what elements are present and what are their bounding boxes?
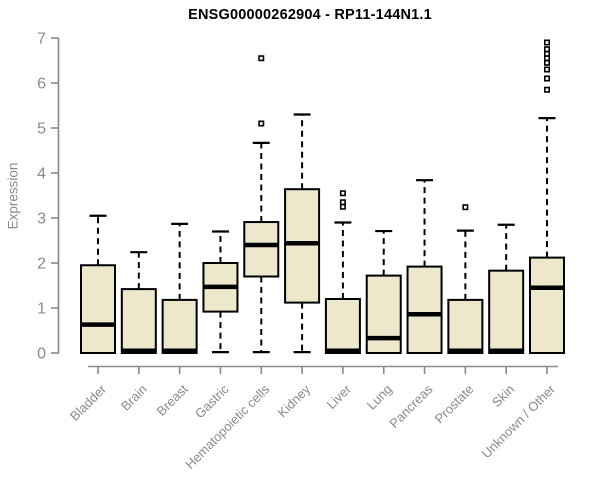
x-category-label: Liver (323, 381, 354, 412)
x-category-label: Bladder (67, 381, 110, 424)
outlier-point (462, 204, 469, 211)
x-category-label: Prostate (432, 382, 477, 427)
iqr-box (80, 264, 116, 354)
x-category-label: Skin (489, 382, 517, 410)
iqr-box (447, 298, 484, 354)
y-tick-label: 5 (37, 121, 46, 138)
outlier-point (543, 39, 550, 46)
box-group-skin (488, 223, 525, 354)
x-category-label: Lung (364, 382, 395, 413)
y-tick-label: 7 (37, 31, 46, 48)
outlier-point (543, 75, 550, 82)
box-group-lung (365, 229, 402, 355)
y-tick-label: 4 (37, 166, 46, 183)
outlier-point (339, 190, 346, 197)
outlier-point (258, 120, 265, 127)
box-group-liver (324, 190, 361, 354)
iqr-box (161, 298, 198, 354)
box-group-unknown-other (528, 39, 565, 355)
outlier-point (543, 66, 550, 73)
x-category-label: Kidney (274, 381, 313, 420)
outlier-point (543, 86, 550, 93)
box-group-prostate (447, 204, 484, 354)
y-tick-label: 1 (37, 301, 46, 318)
box-group-breast (161, 222, 198, 354)
box-group-bladder (80, 214, 116, 354)
box-group-pancreas (406, 179, 443, 355)
iqr-box (324, 298, 361, 354)
iqr-box (365, 274, 402, 355)
y-tick-label: 2 (37, 256, 46, 273)
box-group-gastric (202, 230, 239, 354)
outlier-point (543, 46, 550, 53)
iqr-box (488, 269, 525, 354)
outlier-point (339, 199, 346, 206)
y-tick-label: 0 (37, 346, 46, 363)
iqr-box (528, 256, 565, 355)
iqr-box (406, 265, 443, 355)
box-group-brain (120, 251, 157, 355)
box-group-hematopoietic-cells (243, 55, 280, 354)
iqr-box (243, 221, 280, 278)
y-tick-label: 3 (37, 211, 46, 228)
x-category-label: Breast (154, 381, 191, 418)
x-category-label: Brain (118, 382, 150, 414)
iqr-box (284, 188, 321, 304)
outlier-point (258, 55, 265, 62)
chart-title: ENSG00000262904 - RP11-144N1.1 (188, 7, 432, 23)
x-category-label: Gastric (192, 381, 232, 421)
box-group-kidney (284, 113, 321, 354)
iqr-box (120, 288, 157, 355)
y-tick-label: 6 (37, 76, 46, 93)
x-category-label: Unknown / Other (479, 381, 559, 461)
x-category-label: Pancreas (386, 381, 436, 431)
